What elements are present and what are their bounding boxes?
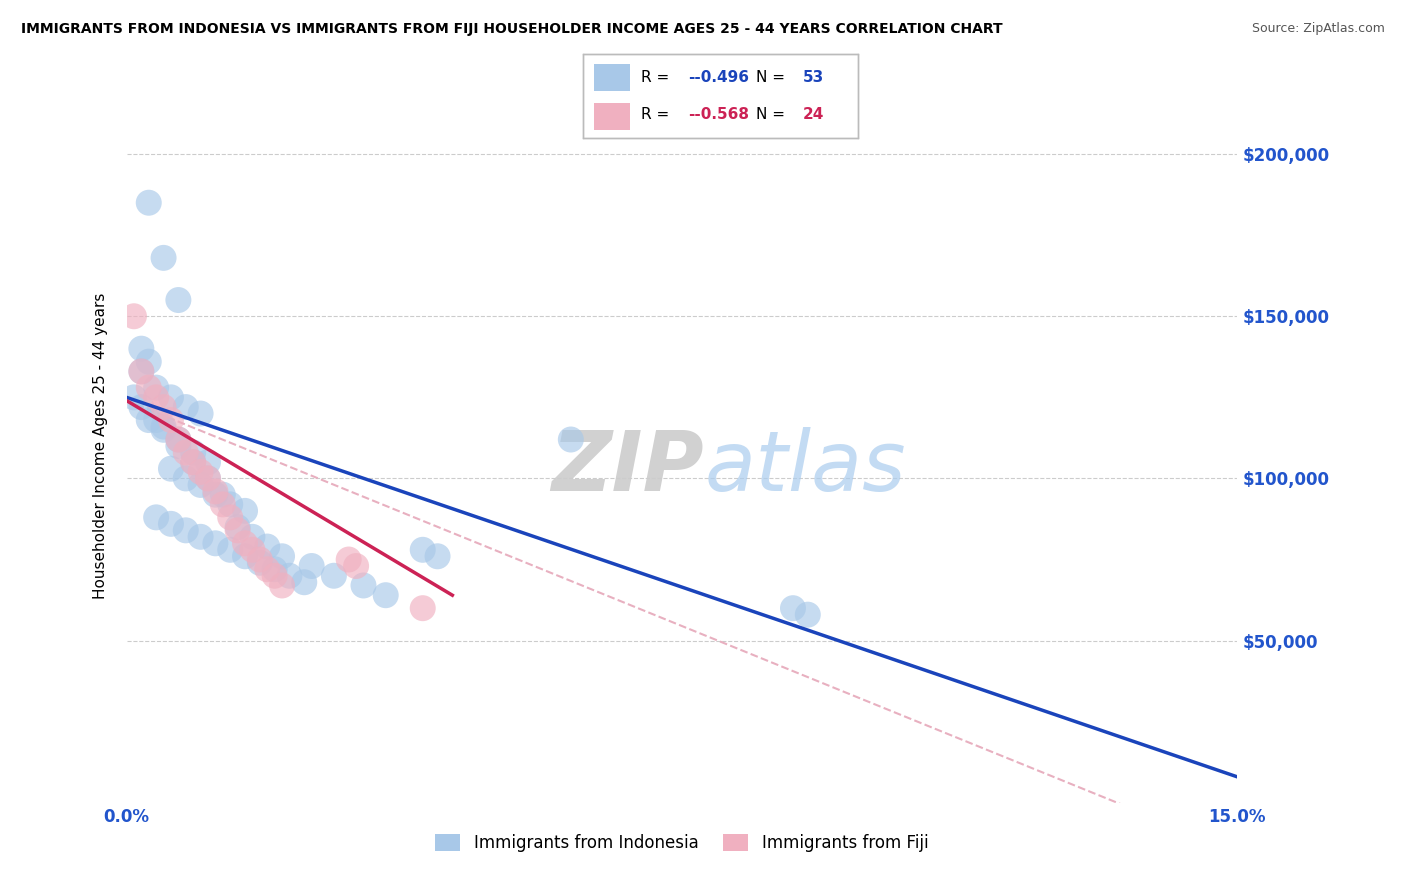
Point — [219, 510, 242, 524]
Point — [181, 455, 204, 469]
Point — [190, 530, 212, 544]
Point — [560, 433, 582, 447]
Point — [160, 516, 183, 531]
Point — [301, 559, 323, 574]
Text: 24: 24 — [803, 107, 824, 122]
Point — [211, 497, 233, 511]
Point — [353, 578, 375, 592]
Point — [174, 445, 197, 459]
Point — [160, 390, 183, 404]
Point — [190, 407, 212, 421]
Point — [145, 390, 167, 404]
Point — [160, 413, 183, 427]
Text: atlas: atlas — [704, 427, 905, 508]
Text: N =: N = — [756, 70, 790, 85]
Point — [131, 400, 153, 414]
Point — [131, 342, 153, 356]
Point — [138, 381, 160, 395]
Point — [122, 390, 145, 404]
Bar — [595, 63, 630, 91]
Point — [242, 530, 264, 544]
Point — [197, 455, 219, 469]
Point — [263, 568, 285, 582]
Point — [412, 601, 434, 615]
Point — [204, 488, 226, 502]
Point — [344, 559, 367, 574]
Point — [233, 549, 256, 564]
Point — [219, 497, 242, 511]
Point — [122, 310, 145, 324]
Point — [219, 542, 242, 557]
Point — [152, 400, 174, 414]
Point — [181, 445, 204, 459]
Y-axis label: Householder Income Ages 25 - 44 years: Householder Income Ages 25 - 44 years — [93, 293, 108, 599]
Point — [271, 549, 294, 564]
Point — [145, 510, 167, 524]
Text: 53: 53 — [803, 70, 824, 85]
Point — [797, 607, 820, 622]
Point — [249, 552, 271, 566]
Text: --0.496: --0.496 — [688, 70, 748, 85]
Point — [145, 413, 167, 427]
Point — [256, 562, 278, 576]
Point — [263, 562, 285, 576]
Point — [131, 364, 153, 378]
Point — [322, 568, 344, 582]
Point — [190, 465, 212, 479]
Point — [292, 575, 315, 590]
Point — [233, 504, 256, 518]
Point — [197, 471, 219, 485]
Point — [138, 195, 160, 210]
Point — [226, 520, 249, 534]
Point — [233, 536, 256, 550]
Point — [167, 433, 190, 447]
Point — [152, 419, 174, 434]
Point — [167, 293, 190, 307]
Text: Source: ZipAtlas.com: Source: ZipAtlas.com — [1251, 22, 1385, 36]
Point — [167, 439, 190, 453]
Text: R =: R = — [641, 70, 675, 85]
Point — [181, 455, 204, 469]
Text: IMMIGRANTS FROM INDONESIA VS IMMIGRANTS FROM FIJI HOUSEHOLDER INCOME AGES 25 - 4: IMMIGRANTS FROM INDONESIA VS IMMIGRANTS … — [21, 22, 1002, 37]
Point — [145, 381, 167, 395]
Point — [256, 540, 278, 554]
Point — [131, 364, 153, 378]
Point — [190, 478, 212, 492]
Point — [138, 413, 160, 427]
Point — [374, 588, 396, 602]
Text: ZIP: ZIP — [551, 427, 704, 508]
Point — [197, 471, 219, 485]
Point — [426, 549, 449, 564]
Point — [249, 556, 271, 570]
Point — [152, 423, 174, 437]
Point — [412, 542, 434, 557]
Text: N =: N = — [756, 107, 790, 122]
Point — [211, 488, 233, 502]
Point — [226, 524, 249, 538]
Point — [152, 251, 174, 265]
Point — [174, 400, 197, 414]
Point — [204, 536, 226, 550]
Point — [138, 354, 160, 368]
Bar — [595, 103, 630, 130]
Point — [160, 461, 183, 475]
Point — [782, 601, 804, 615]
Point — [167, 433, 190, 447]
Point — [174, 471, 197, 485]
Text: R =: R = — [641, 107, 675, 122]
Point — [242, 542, 264, 557]
Point — [337, 552, 360, 566]
Legend: Immigrants from Indonesia, Immigrants from Fiji: Immigrants from Indonesia, Immigrants fr… — [429, 827, 935, 859]
Point — [174, 524, 197, 538]
Text: --0.568: --0.568 — [688, 107, 748, 122]
Point — [278, 568, 301, 582]
Point — [204, 484, 226, 499]
Point — [271, 578, 294, 592]
